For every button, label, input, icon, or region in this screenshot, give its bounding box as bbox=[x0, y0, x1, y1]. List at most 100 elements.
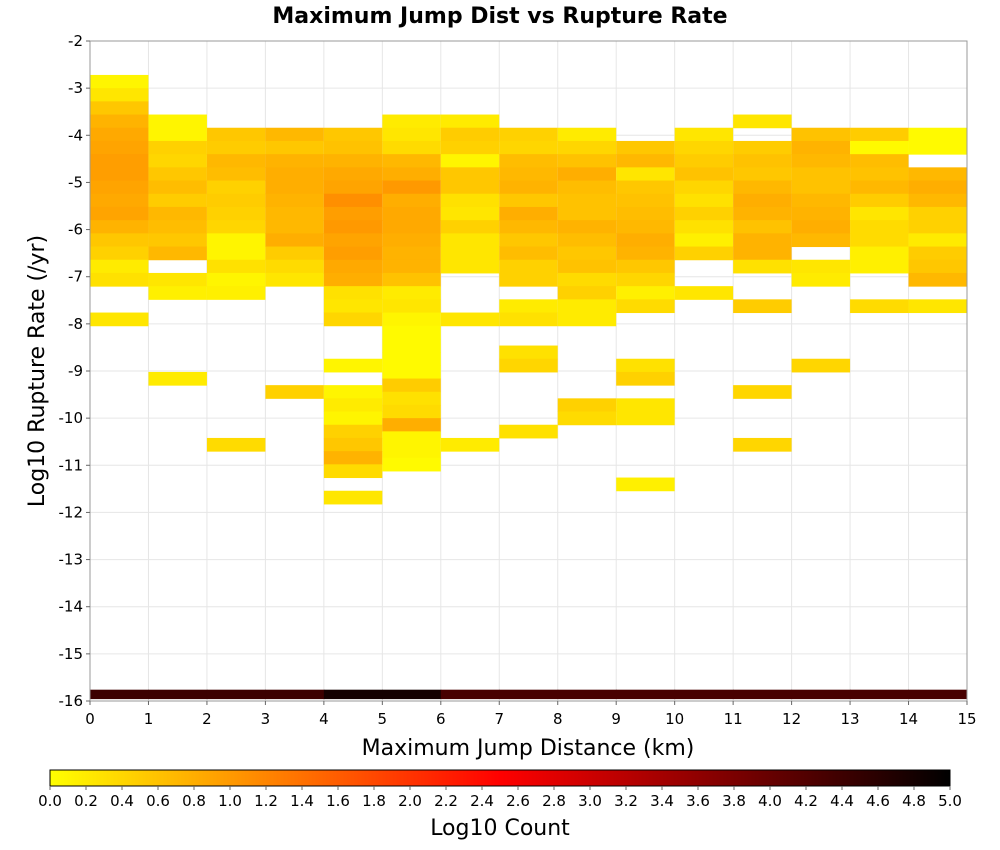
heatmap-cell bbox=[90, 180, 149, 195]
heatmap-cell bbox=[791, 154, 851, 168]
heatmap-cell bbox=[733, 180, 792, 195]
heatmap-cell bbox=[206, 272, 266, 287]
x-tick-label: 0 bbox=[85, 710, 95, 728]
heatmap-cell bbox=[499, 312, 558, 327]
colorbar-tick-label: 3.2 bbox=[614, 792, 638, 810]
heatmap-cell bbox=[440, 259, 500, 274]
heatmap-cell bbox=[499, 140, 558, 155]
y-tick-label: -7 bbox=[68, 268, 83, 286]
heatmap-cell bbox=[850, 193, 909, 208]
heatmap-cell bbox=[323, 193, 383, 208]
heatmap-cell bbox=[323, 299, 383, 314]
heatmap-cell bbox=[206, 259, 266, 274]
heatmap-cell bbox=[265, 154, 324, 168]
heatmap-cell bbox=[382, 378, 441, 393]
heatmap-cell bbox=[499, 358, 558, 373]
heatmap-cell bbox=[616, 411, 675, 426]
heatmap-cell bbox=[323, 411, 383, 426]
heatmap-cell bbox=[440, 154, 500, 168]
heatmap-cell bbox=[850, 206, 909, 221]
x-tick-label: 14 bbox=[899, 710, 918, 728]
x-tick-label: 6 bbox=[436, 710, 446, 728]
heatmap-cell bbox=[206, 154, 266, 168]
heatmap-cell bbox=[382, 127, 441, 142]
heatmap-cell bbox=[616, 299, 675, 314]
heatmap-cell bbox=[908, 272, 967, 287]
heatmap-cell bbox=[850, 220, 909, 234]
heatmap-cell bbox=[499, 167, 558, 182]
heatmap-cell bbox=[90, 233, 149, 248]
heatmap-cell bbox=[440, 312, 500, 327]
heatmap-cell-bottom bbox=[206, 689, 266, 700]
x-tick-label: 15 bbox=[957, 710, 976, 728]
colorbar-tick-label: 3.6 bbox=[686, 792, 710, 810]
heatmap-cell bbox=[323, 167, 383, 182]
heatmap-cell bbox=[440, 180, 500, 195]
heatmap-cell bbox=[499, 345, 558, 360]
x-tick-label: 12 bbox=[782, 710, 801, 728]
heatmap-cell bbox=[382, 299, 441, 314]
heatmap-cell bbox=[90, 127, 149, 142]
colorbar-tick-label: 1.4 bbox=[290, 792, 314, 810]
heatmap-cell bbox=[557, 193, 617, 208]
y-tick-label: -14 bbox=[59, 598, 84, 616]
heatmap-cell bbox=[206, 180, 266, 195]
heatmap-cell bbox=[557, 286, 617, 300]
heatmap-cell bbox=[733, 246, 792, 261]
heatmap-cell bbox=[265, 206, 324, 221]
heatmap-cell-bottom bbox=[908, 689, 968, 700]
heatmap-cell bbox=[90, 312, 149, 327]
heatmap-cell bbox=[90, 246, 149, 261]
heatmap-cell bbox=[499, 154, 558, 168]
heatmap-cell bbox=[616, 154, 675, 168]
heatmap-cell bbox=[382, 193, 441, 208]
x-axis-ticks: 0 1 2 3 4 5 6 7 8 9 10 11 12 13 14 15 bbox=[85, 701, 977, 728]
colorbar-tick-label: 4.4 bbox=[830, 792, 854, 810]
heatmap-cell bbox=[323, 154, 383, 168]
colorbar-tick-label: 4.0 bbox=[758, 792, 782, 810]
colorbar-tick-label: 4.2 bbox=[794, 792, 818, 810]
heatmap-cell bbox=[323, 246, 383, 261]
heatmap-cell bbox=[382, 246, 441, 261]
heatmap-cell bbox=[265, 385, 324, 399]
heatmap-cell bbox=[90, 259, 149, 274]
colorbar-tick-label: 3.8 bbox=[722, 792, 746, 810]
heatmap-cell bbox=[616, 140, 675, 155]
heatmap-cell bbox=[674, 180, 734, 195]
heatmap-cell bbox=[557, 259, 617, 274]
heatmap-cell bbox=[908, 140, 967, 155]
y-tick-label: -13 bbox=[59, 551, 84, 569]
y-tick-label: -6 bbox=[68, 221, 83, 239]
heatmap-cell bbox=[382, 286, 441, 300]
heatmap-cell bbox=[206, 220, 266, 234]
heatmap-cell bbox=[733, 193, 792, 208]
colorbar-tick-label: 3.4 bbox=[650, 792, 674, 810]
chart-title: Maximum Jump Dist vs Rupture Rate bbox=[272, 4, 727, 29]
heatmap-cell bbox=[148, 371, 207, 386]
heatmap-cell bbox=[908, 299, 967, 314]
heatmap-cell bbox=[148, 220, 207, 234]
heatmap-cell bbox=[616, 167, 675, 182]
heatmap-cell bbox=[499, 246, 558, 261]
heatmap-cell bbox=[557, 154, 617, 168]
heatmap-cell bbox=[206, 193, 266, 208]
y-axis-ticks: -2 -3 -4 -5 -6 -7 -8 -9 -10 -11 -12 -13 -14 -15 -16 bbox=[59, 32, 90, 710]
heatmap-cell-bottom bbox=[265, 689, 325, 700]
y-tick-label: -10 bbox=[59, 409, 84, 427]
heatmap-cell bbox=[557, 127, 617, 142]
heatmap-cell bbox=[382, 206, 441, 221]
x-tick-label: 3 bbox=[261, 710, 271, 728]
heatmap-cell bbox=[206, 167, 266, 182]
heatmap-cell bbox=[850, 180, 909, 195]
x-tick-label: 5 bbox=[378, 710, 388, 728]
heatmap-cell-bottom bbox=[733, 689, 793, 700]
heatmap-cell bbox=[908, 193, 967, 208]
heatmap-cell bbox=[791, 358, 851, 373]
colorbar-tick-label: 2.4 bbox=[470, 792, 494, 810]
heatmap-cell bbox=[382, 418, 441, 432]
heatmap-cell bbox=[908, 220, 967, 234]
colorbar-tick-label: 1.0 bbox=[218, 792, 242, 810]
y-tick-label: -3 bbox=[68, 79, 83, 97]
heatmap-cell bbox=[382, 180, 441, 195]
heatmap-cell bbox=[499, 127, 558, 142]
